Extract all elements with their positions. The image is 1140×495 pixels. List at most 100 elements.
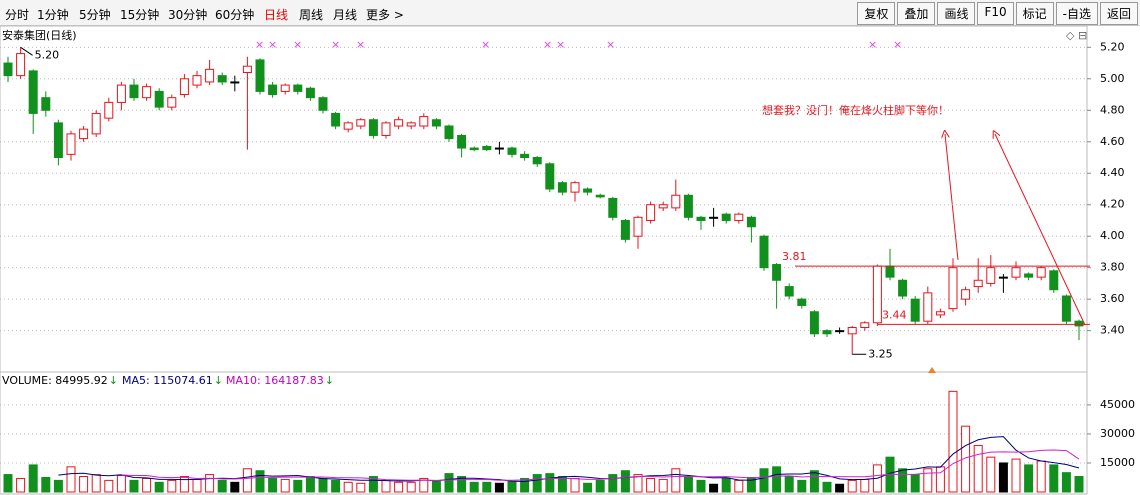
- volume-bar: [595, 479, 605, 493]
- candle-body: [482, 145, 492, 151]
- volume-bar: [1011, 458, 1021, 493]
- candle-body: [721, 213, 731, 221]
- period-tab[interactable]: 周线: [299, 8, 324, 22]
- volume-bar: [318, 477, 328, 493]
- volume-bar: [1061, 472, 1071, 493]
- candle-body: [835, 330, 845, 333]
- candle-body: [293, 84, 303, 92]
- volume-bar: [545, 473, 555, 493]
- volume-bar: [1024, 464, 1034, 493]
- volume-tick-label: 45000: [1100, 398, 1135, 411]
- svg-text:×: ×: [543, 38, 552, 51]
- volume-bar: [1074, 476, 1084, 493]
- volume-bar: [961, 425, 971, 493]
- volume-bar: [784, 476, 794, 493]
- svg-text:×: ×: [556, 38, 565, 51]
- svg-text:×: ×: [893, 38, 902, 51]
- volume-bar: [331, 479, 341, 493]
- volume-bar: [973, 445, 983, 493]
- y-tick-label: 4.00: [1100, 229, 1125, 242]
- candle-body: [142, 86, 152, 99]
- svg-text:×: ×: [331, 38, 340, 51]
- volume-bar: [620, 470, 630, 493]
- tool-button[interactable]: 叠加: [897, 2, 936, 25]
- y-tick-label: 4.80: [1100, 103, 1125, 116]
- volume-bar: [809, 470, 819, 493]
- period-tab[interactable]: 月线: [333, 8, 358, 22]
- candle-body: [671, 194, 681, 209]
- chart-title: 安泰集团(日线): [2, 28, 77, 42]
- volume-bar: [923, 468, 933, 493]
- volume-bar: [898, 468, 908, 493]
- volume-bar: [28, 464, 38, 493]
- volume-bar: [671, 468, 681, 493]
- candle-body: [469, 147, 479, 151]
- candle-body: [91, 112, 101, 135]
- volume-bar: [734, 479, 744, 493]
- candle-body: [935, 311, 945, 316]
- period-tab[interactable]: 15分钟: [120, 8, 160, 22]
- period-tab[interactable]: 60分钟: [215, 8, 255, 22]
- tool-button[interactable]: 返回: [1099, 2, 1138, 25]
- volume-bar: [79, 476, 89, 493]
- period-tab[interactable]: 分时: [5, 8, 30, 22]
- high-pointer: [20, 46, 33, 56]
- level-label: 3.44: [882, 308, 907, 321]
- period-tab[interactable]: 更多 >: [366, 8, 404, 22]
- candle-body: [658, 204, 668, 209]
- candle-body: [104, 101, 114, 119]
- volume-bar: [394, 481, 404, 493]
- candle-body: [973, 279, 983, 288]
- volume-bar: [104, 479, 114, 493]
- volume-bar: [444, 473, 454, 493]
- tool-button[interactable]: 标记: [1015, 2, 1054, 25]
- y-tick-label: 5.00: [1100, 72, 1125, 85]
- indicator-arrow: ↓: [109, 374, 118, 387]
- volume-bar: [280, 478, 290, 493]
- volume-bar: [167, 479, 177, 493]
- candle-body: [948, 267, 958, 310]
- candle-body: [709, 216, 719, 219]
- svg-text:×: ×: [293, 38, 302, 51]
- volume-bar: [53, 479, 63, 493]
- period-tab[interactable]: 1分钟: [37, 8, 69, 22]
- candle-body: [1074, 320, 1084, 327]
- tool-button[interactable]: 画线: [937, 2, 976, 25]
- candle-body: [16, 53, 26, 77]
- signal-marks: × × × × × × × × × × ×: [255, 38, 902, 51]
- toolbar: 分时 1分钟 5分钟 15分钟 30分钟 60分钟 日线 周线 月线 更多 > 复权 叠加 画线 F10…: [0, 0, 1140, 26]
- tool-button[interactable]: F10: [977, 2, 1014, 25]
- volume-bar: [192, 478, 202, 493]
- volume-bar: [507, 480, 517, 493]
- volume-bar: [721, 477, 731, 493]
- y-tick-label: 4.40: [1100, 166, 1125, 179]
- high-label: 5.20: [35, 48, 60, 61]
- candle-body: [3, 62, 13, 77]
- candle-body: [847, 327, 857, 335]
- volume-bar: [608, 474, 618, 493]
- volume-bar: [986, 456, 996, 493]
- svg-text:×: ×: [255, 38, 264, 51]
- candle-body: [53, 122, 63, 158]
- volume-bar: [646, 477, 656, 493]
- volume-bar: [230, 481, 240, 493]
- candle-body: [331, 112, 341, 127]
- candle-body: [923, 292, 933, 322]
- period-tab[interactable]: 5分钟: [79, 8, 111, 22]
- candle-body: [494, 147, 504, 150]
- volume-bar: [142, 477, 152, 493]
- candle-body: [1036, 267, 1046, 278]
- period-tab[interactable]: 30分钟: [168, 8, 208, 22]
- candle-body: [557, 182, 567, 193]
- svg-text:×: ×: [268, 38, 277, 51]
- volume-bar: [759, 468, 769, 493]
- period-tab[interactable]: 日线: [264, 8, 289, 22]
- volume-bar: [822, 481, 832, 493]
- volume-bar: [847, 479, 857, 493]
- volume-bar: [129, 479, 139, 493]
- annotation: 想套我？没门！俺在烽火柱脚下等你！: [762, 103, 949, 117]
- tool-button[interactable]: -自选: [1055, 2, 1098, 25]
- tool-button[interactable]: 复权: [857, 2, 896, 25]
- annotation-arrow: [995, 134, 1086, 326]
